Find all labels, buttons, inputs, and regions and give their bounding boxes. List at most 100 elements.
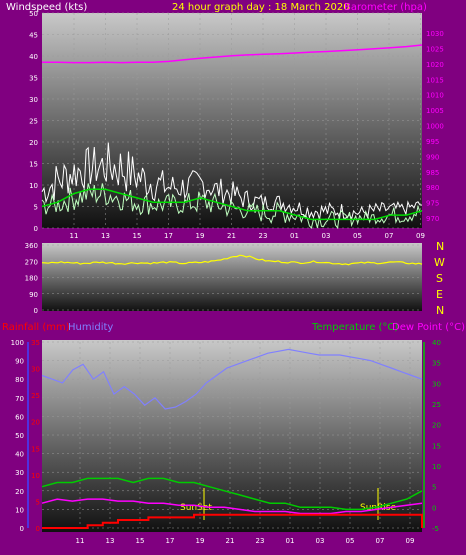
compass-n-top: N — [436, 240, 444, 253]
dewpoint-label: Dew Point (°C) — [392, 322, 465, 333]
rainfall-y-tick: 25 — [31, 392, 40, 400]
barometer-y-tick: 990 — [426, 153, 439, 161]
rain-x-tick: 23 — [256, 537, 265, 545]
temperature-y-tick: 5 — [432, 484, 436, 492]
wind-x-tick: 17 — [164, 232, 173, 240]
direction-panel-bg — [42, 243, 422, 311]
direction-y-tick: 270 — [25, 258, 38, 266]
wind-y-tick: 30 — [29, 96, 38, 104]
wind-y-tick: 25 — [29, 118, 38, 126]
humidity-y-tick: 0 — [20, 525, 24, 533]
rainfall-y-tick: 5 — [36, 498, 40, 506]
dew-point-series — [41, 498, 423, 515]
wind-gust-series — [41, 142, 423, 221]
barometer-y-tick: 975 — [426, 200, 439, 208]
humidity-y-tick: 40 — [15, 451, 24, 459]
wind-y-tick: 50 — [29, 10, 38, 18]
barometer-y-tick: 1005 — [426, 107, 444, 115]
rain-x-tick: 21 — [226, 537, 235, 545]
barometer-y-tick: 995 — [426, 138, 439, 146]
compass-e: E — [436, 288, 443, 301]
barometer-y-tick: 970 — [426, 215, 439, 223]
humidity-y-tick: 50 — [15, 432, 24, 440]
rainfall-y-tick: 15 — [31, 445, 40, 453]
wind-x-tick: 23 — [259, 232, 268, 240]
compass-w: W — [434, 256, 445, 269]
humidity-y-tick: 70 — [15, 395, 24, 403]
wind-direction-series — [41, 254, 423, 266]
wind-y-tick: 40 — [29, 53, 38, 61]
rainfall-label: Rainfall (mm) — [2, 322, 70, 333]
temperature-y-tick: -5 — [432, 525, 439, 533]
barometer-y-tick: 1020 — [426, 61, 444, 69]
wind-y-tick: 35 — [29, 75, 38, 83]
temperature-y-tick: 20 — [432, 422, 441, 430]
rainfall-y-tick: 10 — [31, 472, 40, 480]
wind-x-tick: 13 — [101, 232, 110, 240]
barometer-label: Barometer (hpa) — [344, 2, 427, 13]
rain-x-tick: 15 — [136, 537, 145, 545]
barometer-y-tick: 1000 — [426, 123, 444, 131]
wind-x-tick: 19 — [196, 232, 205, 240]
barometer-y-tick: 1030 — [426, 30, 444, 38]
rain-x-tick: 03 — [316, 537, 325, 545]
humidity-y-tick: 90 — [15, 358, 24, 366]
rain-x-tick: 17 — [166, 537, 175, 545]
rain-x-tick: 11 — [76, 537, 85, 545]
humidity-y-tick: 20 — [15, 488, 24, 496]
humidity-series — [41, 348, 423, 410]
rainfall-y-tick: 0 — [36, 525, 40, 533]
temperature-y-tick: 30 — [432, 380, 441, 388]
wind-x-tick: 11 — [70, 232, 79, 240]
direction-y-tick: 180 — [25, 275, 38, 283]
barometer-y-tick: 1010 — [426, 92, 444, 100]
chart-title: 24 hour graph day : 18 March 2020 — [172, 2, 350, 13]
rain-x-tick: 07 — [376, 537, 385, 545]
plot-layer: 0510152025303540455097097598098599099510… — [11, 10, 444, 545]
wind-y-tick: 20 — [29, 139, 38, 147]
temperature-y-tick: 25 — [432, 401, 441, 409]
humidity-y-tick: 30 — [15, 469, 24, 477]
wind-x-tick: 21 — [227, 232, 236, 240]
rain-x-tick: 19 — [196, 537, 205, 545]
barometer-y-tick: 1025 — [426, 45, 444, 53]
temperature-y-tick: 40 — [432, 339, 441, 347]
humidity-y-tick: 80 — [15, 376, 24, 384]
wind-x-tick: 01 — [290, 232, 299, 240]
humidity-label: Humidity — [68, 322, 113, 333]
compass-n-bottom: N — [436, 304, 444, 317]
barometer-series — [42, 44, 423, 64]
wind-y-tick: 5 — [34, 204, 38, 212]
temperature-y-tick: 10 — [432, 463, 441, 471]
barometer-y-tick: 980 — [426, 184, 439, 192]
direction-y-tick: 0 — [34, 307, 38, 315]
humidity-y-tick: 10 — [15, 506, 24, 514]
rain-x-tick: 01 — [286, 537, 295, 545]
wind-y-tick: 10 — [29, 182, 38, 190]
temperature-label: Temperature (°C) — [311, 322, 398, 333]
temperature-y-tick: 0 — [432, 504, 436, 512]
windspeed-label: Windspeed (kts) — [6, 2, 87, 13]
humidity-y-tick: 100 — [11, 339, 24, 347]
wind-x-tick: 05 — [353, 232, 362, 240]
wind-x-tick: 03 — [322, 232, 331, 240]
temperature-series — [41, 477, 423, 511]
wind-y-tick: 0 — [34, 225, 38, 233]
rainfall-y-tick: 30 — [31, 366, 40, 374]
temperature-y-tick: 15 — [432, 442, 441, 450]
barometer-y-tick: 985 — [426, 169, 439, 177]
rain-x-tick: 13 — [106, 537, 115, 545]
wind-y-tick: 15 — [29, 161, 38, 169]
compass-s: S — [436, 272, 443, 285]
wind-x-tick: 09 — [416, 232, 425, 240]
direction-y-tick: 90 — [29, 291, 38, 299]
wind-y-tick: 45 — [29, 32, 38, 40]
sunset-label: SunSet — [180, 503, 212, 513]
rainfall-y-tick: 20 — [31, 419, 40, 427]
wind-x-tick: 07 — [385, 232, 394, 240]
rainfall-y-tick: 35 — [31, 339, 40, 347]
direction-y-tick: 360 — [25, 242, 38, 250]
rain-x-tick: 05 — [346, 537, 355, 545]
